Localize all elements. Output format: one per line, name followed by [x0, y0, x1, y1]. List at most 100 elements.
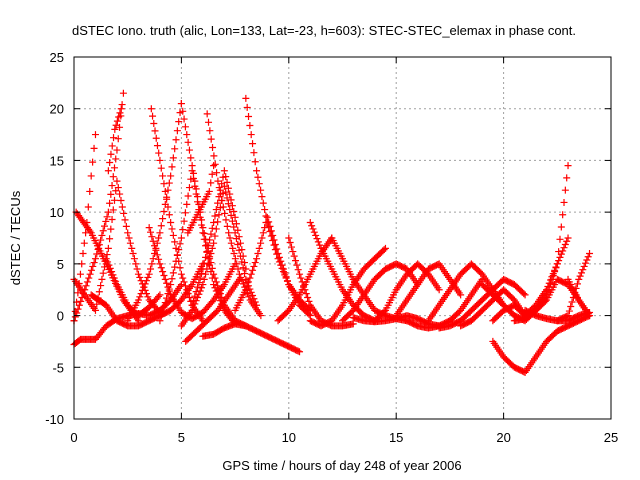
data-point	[160, 207, 168, 215]
data-point	[557, 223, 565, 231]
data-point	[148, 260, 156, 268]
data-point	[173, 127, 181, 135]
data-point	[216, 290, 224, 298]
data-point	[79, 250, 87, 258]
y-tick-label: -10	[45, 412, 64, 427]
data-point	[181, 209, 189, 217]
data-point	[114, 184, 122, 192]
data-point	[104, 167, 112, 175]
data-point	[163, 279, 171, 287]
data-point	[380, 308, 388, 316]
data-point	[243, 282, 251, 290]
data-point	[101, 263, 109, 271]
y-tick-label: 0	[57, 309, 64, 324]
data-point	[223, 178, 231, 186]
data-point	[169, 154, 177, 162]
data-point	[242, 286, 250, 294]
data-point	[98, 231, 106, 239]
data-point	[204, 242, 212, 250]
data-point	[195, 279, 203, 287]
data-point	[544, 282, 552, 290]
data-point	[145, 270, 153, 278]
data-point	[171, 263, 179, 271]
data-point	[85, 274, 93, 282]
data-point	[189, 297, 197, 305]
data-point	[349, 320, 357, 328]
data-point	[107, 150, 115, 158]
data-point	[109, 206, 117, 214]
data-point	[222, 173, 230, 181]
data-point	[144, 273, 152, 281]
data-point	[130, 255, 138, 263]
data-point	[214, 282, 222, 290]
data-point	[227, 239, 235, 247]
data-point	[294, 266, 302, 274]
data-point	[164, 203, 172, 211]
data-point	[112, 121, 120, 129]
data-point	[97, 282, 105, 290]
data-point	[118, 203, 126, 211]
data-point	[167, 218, 175, 226]
data-point	[196, 274, 204, 282]
data-point	[240, 259, 248, 267]
data-point	[112, 155, 120, 163]
data-point	[153, 251, 161, 259]
data-point	[108, 142, 116, 150]
data-point	[134, 270, 142, 278]
data-point	[184, 192, 192, 200]
data-point	[301, 286, 309, 294]
data-point	[208, 244, 216, 252]
data-point	[269, 231, 277, 239]
data-point	[90, 259, 98, 267]
data-point	[132, 260, 140, 268]
data-point	[76, 270, 84, 278]
data-point	[282, 273, 290, 281]
data-point	[151, 127, 159, 135]
data-series-26	[306, 244, 389, 330]
data-point	[553, 260, 561, 268]
data-point	[239, 280, 247, 288]
data-point	[104, 258, 112, 266]
data-point	[159, 308, 167, 316]
data-point	[246, 122, 254, 130]
data-point	[160, 303, 168, 311]
data-point	[82, 282, 90, 290]
data-point	[215, 286, 223, 294]
data-point	[275, 253, 283, 261]
data-point	[300, 282, 308, 290]
data-point	[161, 275, 169, 283]
data-point	[296, 270, 304, 278]
data-point	[205, 187, 213, 195]
data-point	[207, 250, 215, 258]
data-point	[185, 293, 193, 301]
data-point	[243, 103, 251, 111]
y-tick-label: 10	[50, 205, 64, 220]
data-point	[117, 197, 125, 205]
data-point	[227, 211, 235, 219]
data-point	[249, 140, 257, 148]
data-point	[151, 242, 159, 250]
data-point	[224, 200, 232, 208]
data-point	[302, 290, 310, 298]
data-point	[176, 240, 184, 248]
data-point	[584, 253, 592, 261]
data-point	[258, 193, 266, 201]
data-point	[214, 199, 222, 207]
data-point	[106, 235, 114, 243]
data-point	[160, 271, 168, 279]
data-point	[111, 125, 119, 133]
data-point	[253, 167, 261, 175]
data-point	[105, 261, 113, 269]
chart-title: dSTEC Iono. truth (alic, Lon=133, Lat=-2…	[72, 23, 576, 38]
data-point	[75, 301, 83, 309]
data-point	[567, 303, 575, 311]
data-point	[122, 222, 130, 230]
data-point	[71, 313, 79, 321]
data-point	[200, 259, 208, 267]
data-point	[242, 265, 250, 273]
data-point	[561, 240, 569, 248]
data-point	[148, 233, 156, 241]
data-point	[263, 213, 271, 221]
data-point	[86, 270, 94, 278]
data-point	[113, 146, 121, 154]
